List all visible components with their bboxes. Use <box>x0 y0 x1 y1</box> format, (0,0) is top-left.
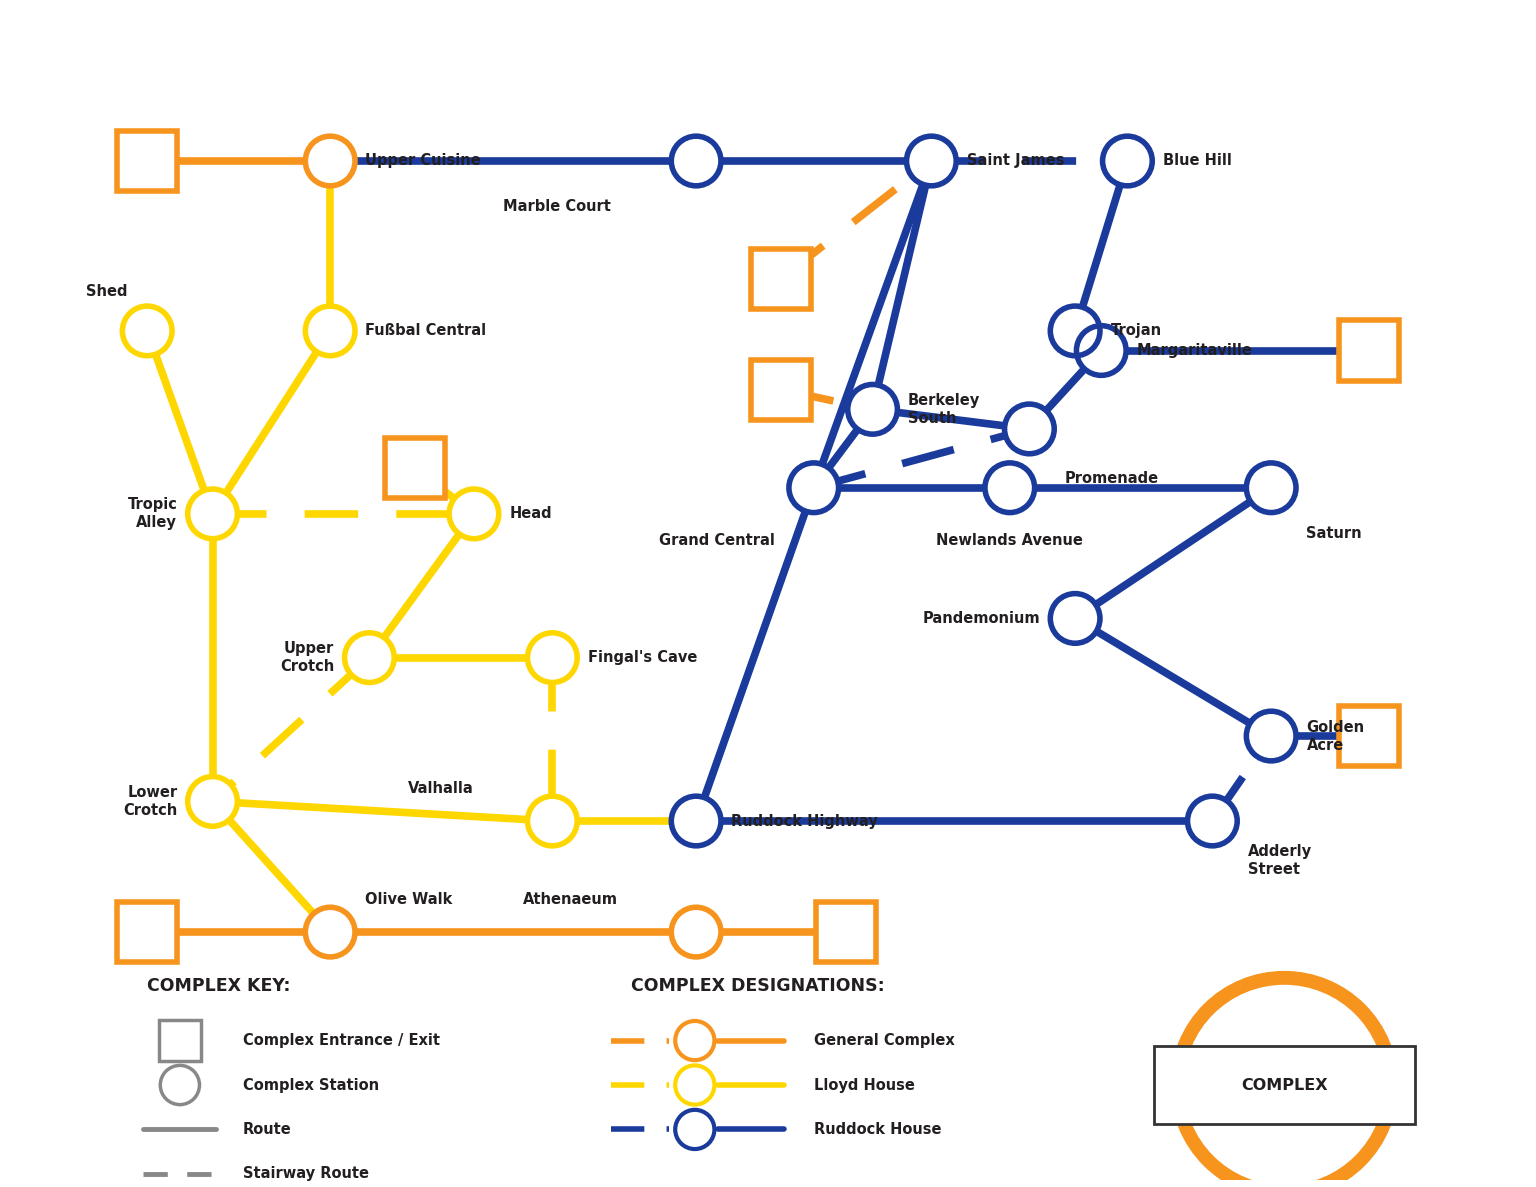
Text: General Complex: General Complex <box>814 1033 954 1048</box>
Circle shape <box>160 1066 200 1105</box>
Circle shape <box>306 137 355 186</box>
Circle shape <box>527 796 578 846</box>
Bar <box>117 902 177 963</box>
Circle shape <box>1187 796 1236 846</box>
Text: Fußbal Central: Fußbal Central <box>366 323 487 338</box>
Text: Promenade: Promenade <box>1064 471 1158 487</box>
Text: Grand Central: Grand Central <box>659 533 774 547</box>
Text: COMPLEX DESIGNATIONS:: COMPLEX DESIGNATIONS: <box>631 977 885 995</box>
Bar <box>1339 706 1399 766</box>
Text: Route: Route <box>243 1122 292 1137</box>
Circle shape <box>306 306 355 356</box>
Text: COMPLEX KEY:: COMPLEX KEY: <box>147 977 290 995</box>
Bar <box>751 248 811 309</box>
Text: Newlands Avenue: Newlands Avenue <box>937 533 1083 547</box>
Circle shape <box>1077 325 1126 375</box>
Bar <box>158 1020 201 1061</box>
Bar <box>816 902 877 963</box>
Bar <box>1339 320 1399 381</box>
Circle shape <box>676 1066 714 1105</box>
Text: Lower
Crotch: Lower Crotch <box>123 785 177 818</box>
Text: Complex Station: Complex Station <box>243 1078 379 1092</box>
Circle shape <box>671 796 720 846</box>
Circle shape <box>1051 594 1100 643</box>
Text: Tropic
Alley: Tropic Alley <box>127 497 177 531</box>
Circle shape <box>676 1110 714 1149</box>
Circle shape <box>187 776 238 826</box>
Text: Upper Cuisine: Upper Cuisine <box>366 153 481 169</box>
Text: Lloyd House: Lloyd House <box>814 1078 914 1092</box>
Text: Saint James: Saint James <box>966 153 1064 169</box>
Text: Blue Hill: Blue Hill <box>1163 153 1232 169</box>
Circle shape <box>187 489 238 539</box>
Text: Athenaeum: Athenaeum <box>522 891 617 907</box>
Circle shape <box>123 306 172 356</box>
Bar <box>117 131 177 191</box>
Text: Marble Court: Marble Court <box>504 199 611 214</box>
Text: Stairway Route: Stairway Route <box>243 1167 369 1181</box>
Text: Trojan: Trojan <box>1111 323 1161 338</box>
Circle shape <box>1005 404 1054 453</box>
Circle shape <box>306 907 355 957</box>
Circle shape <box>527 633 578 683</box>
Circle shape <box>1246 711 1296 761</box>
Text: Ruddock House: Ruddock House <box>814 1122 942 1137</box>
Text: Upper
Crotch: Upper Crotch <box>280 641 335 674</box>
Circle shape <box>1246 463 1296 513</box>
Text: Golden
Acre: Golden Acre <box>1307 719 1364 753</box>
Circle shape <box>848 385 897 434</box>
Text: Complex Entrance / Exit: Complex Entrance / Exit <box>243 1033 439 1048</box>
Circle shape <box>676 1021 714 1060</box>
Bar <box>386 438 445 499</box>
Bar <box>751 360 811 420</box>
Circle shape <box>449 489 499 539</box>
Bar <box>1154 1046 1415 1124</box>
Text: Fingal's Cave: Fingal's Cave <box>588 650 697 665</box>
Text: Adderly
Street: Adderly Street <box>1247 844 1312 877</box>
Circle shape <box>985 463 1035 513</box>
Text: Olive Walk: Olive Walk <box>366 891 453 907</box>
Circle shape <box>671 907 720 957</box>
Text: Saturn: Saturn <box>1307 526 1362 541</box>
Circle shape <box>671 137 720 186</box>
Text: COMPLEX: COMPLEX <box>1241 1078 1327 1092</box>
Text: Shed: Shed <box>86 284 127 299</box>
Text: Ruddock Highway: Ruddock Highway <box>731 813 879 829</box>
Circle shape <box>790 463 839 513</box>
Circle shape <box>1051 306 1100 356</box>
Text: Valhalla: Valhalla <box>409 781 475 795</box>
Circle shape <box>1103 137 1152 186</box>
Text: Berkeley
South: Berkeley South <box>908 393 980 426</box>
Text: Pandemonium: Pandemonium <box>922 611 1040 626</box>
Circle shape <box>906 137 957 186</box>
Text: Margaritaville: Margaritaville <box>1137 343 1252 358</box>
Text: Head: Head <box>510 507 551 521</box>
Circle shape <box>344 633 395 683</box>
